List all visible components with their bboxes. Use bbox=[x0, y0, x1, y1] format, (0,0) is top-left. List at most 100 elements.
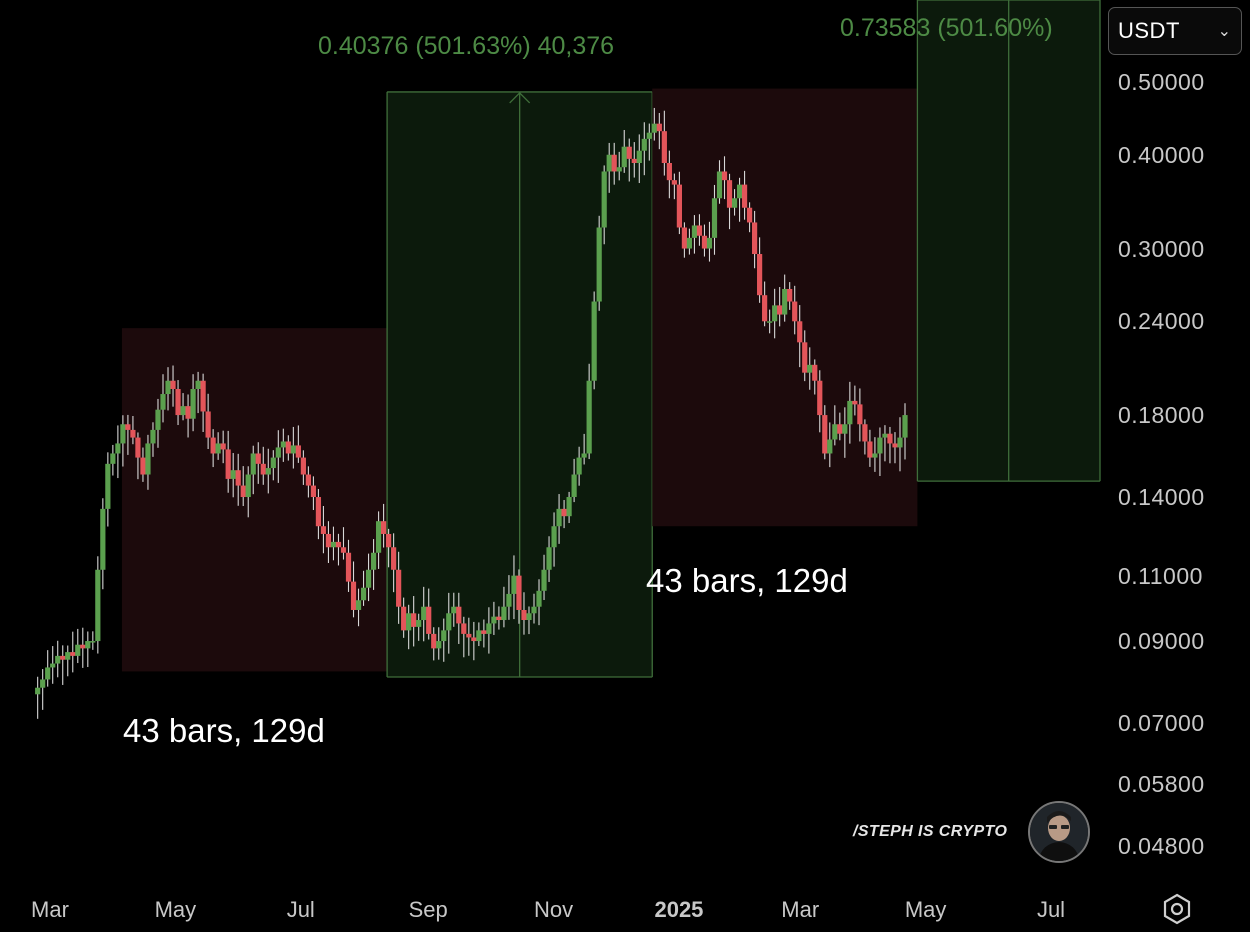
candle bbox=[461, 616, 467, 658]
candle bbox=[205, 393, 211, 449]
candle bbox=[631, 142, 637, 178]
candle bbox=[220, 430, 226, 464]
candle-body bbox=[135, 437, 141, 458]
candle bbox=[125, 414, 131, 455]
candle bbox=[386, 528, 392, 568]
candle bbox=[45, 650, 51, 687]
candle-body bbox=[837, 424, 843, 434]
candle-body bbox=[807, 364, 813, 373]
price-tick-label: 0.07000 bbox=[1118, 709, 1205, 736]
candle bbox=[566, 491, 572, 524]
candle bbox=[782, 274, 788, 322]
candle-body bbox=[686, 237, 693, 249]
time-tick-label: Nov bbox=[534, 897, 574, 922]
candle bbox=[792, 285, 798, 335]
candle-body bbox=[95, 569, 101, 642]
candle bbox=[340, 527, 347, 560]
candle bbox=[731, 189, 738, 216]
avatar-portrait-icon bbox=[1028, 801, 1090, 863]
candle-body bbox=[852, 400, 858, 405]
candle bbox=[711, 184, 718, 255]
candle bbox=[431, 627, 437, 661]
candle bbox=[762, 281, 768, 327]
candle bbox=[85, 631, 91, 668]
candle bbox=[451, 592, 457, 627]
candle bbox=[240, 466, 246, 507]
candle bbox=[666, 150, 672, 199]
candle-body bbox=[456, 606, 462, 624]
candle-body bbox=[260, 463, 266, 475]
candle bbox=[310, 476, 317, 510]
candle bbox=[671, 173, 677, 200]
drawdown-zone-0 bbox=[121, 328, 388, 672]
candle-body bbox=[812, 364, 818, 381]
candle bbox=[230, 453, 236, 498]
settings-hexagon-icon[interactable] bbox=[1161, 893, 1193, 925]
candle-body bbox=[867, 441, 873, 458]
candle-body bbox=[496, 616, 502, 621]
candle-body bbox=[581, 453, 587, 458]
candle-body bbox=[210, 437, 216, 454]
candle bbox=[145, 434, 151, 490]
time-tick-label: Sep bbox=[408, 897, 448, 922]
candle bbox=[571, 458, 577, 503]
candle-body bbox=[115, 443, 121, 454]
candle-body bbox=[701, 235, 708, 249]
candle-body bbox=[596, 227, 602, 302]
candle bbox=[355, 588, 362, 627]
candle bbox=[210, 429, 216, 468]
candle bbox=[130, 415, 136, 445]
candle bbox=[315, 489, 322, 540]
candle-body bbox=[150, 429, 156, 444]
candle-body bbox=[671, 180, 677, 185]
candle bbox=[250, 445, 256, 495]
candle-body bbox=[360, 587, 367, 601]
candle-body bbox=[280, 441, 286, 448]
candle bbox=[611, 142, 617, 185]
candle bbox=[330, 526, 337, 561]
candle-body bbox=[696, 225, 703, 236]
candle-body bbox=[250, 453, 256, 475]
candle bbox=[115, 425, 121, 479]
candle bbox=[812, 359, 818, 395]
candle-body bbox=[466, 633, 472, 638]
candle bbox=[260, 446, 266, 485]
candle bbox=[646, 123, 652, 161]
candle-body bbox=[416, 620, 422, 627]
currency-select[interactable]: USDT ⌄ bbox=[1108, 7, 1242, 55]
candle bbox=[265, 448, 271, 494]
candle bbox=[897, 417, 903, 472]
candle bbox=[581, 433, 587, 465]
candle-body bbox=[285, 441, 291, 454]
candlestick-series bbox=[35, 107, 908, 719]
candle bbox=[772, 288, 778, 339]
candle-body bbox=[180, 406, 186, 416]
candle bbox=[651, 107, 657, 141]
candle bbox=[491, 601, 497, 635]
candle bbox=[706, 221, 713, 262]
time-tick-label: May bbox=[154, 897, 197, 922]
candle-body bbox=[235, 470, 241, 486]
candle-body bbox=[872, 453, 878, 458]
candle-body bbox=[797, 321, 803, 343]
candle bbox=[396, 551, 402, 624]
candle-body bbox=[711, 198, 718, 238]
candle bbox=[546, 536, 552, 582]
candle-body bbox=[721, 171, 728, 181]
candle bbox=[601, 165, 607, 245]
candle bbox=[360, 570, 367, 606]
candle-body bbox=[190, 388, 196, 419]
candle bbox=[406, 604, 412, 650]
candle bbox=[441, 618, 447, 662]
candle-body bbox=[35, 687, 41, 695]
candle-body bbox=[521, 609, 527, 621]
candle bbox=[80, 627, 86, 668]
candle bbox=[185, 394, 191, 438]
candle bbox=[350, 561, 357, 618]
candle-body bbox=[641, 138, 647, 151]
candle-body bbox=[621, 146, 627, 168]
candle-body bbox=[576, 457, 582, 475]
candle-body bbox=[240, 485, 246, 498]
candle bbox=[837, 412, 843, 441]
